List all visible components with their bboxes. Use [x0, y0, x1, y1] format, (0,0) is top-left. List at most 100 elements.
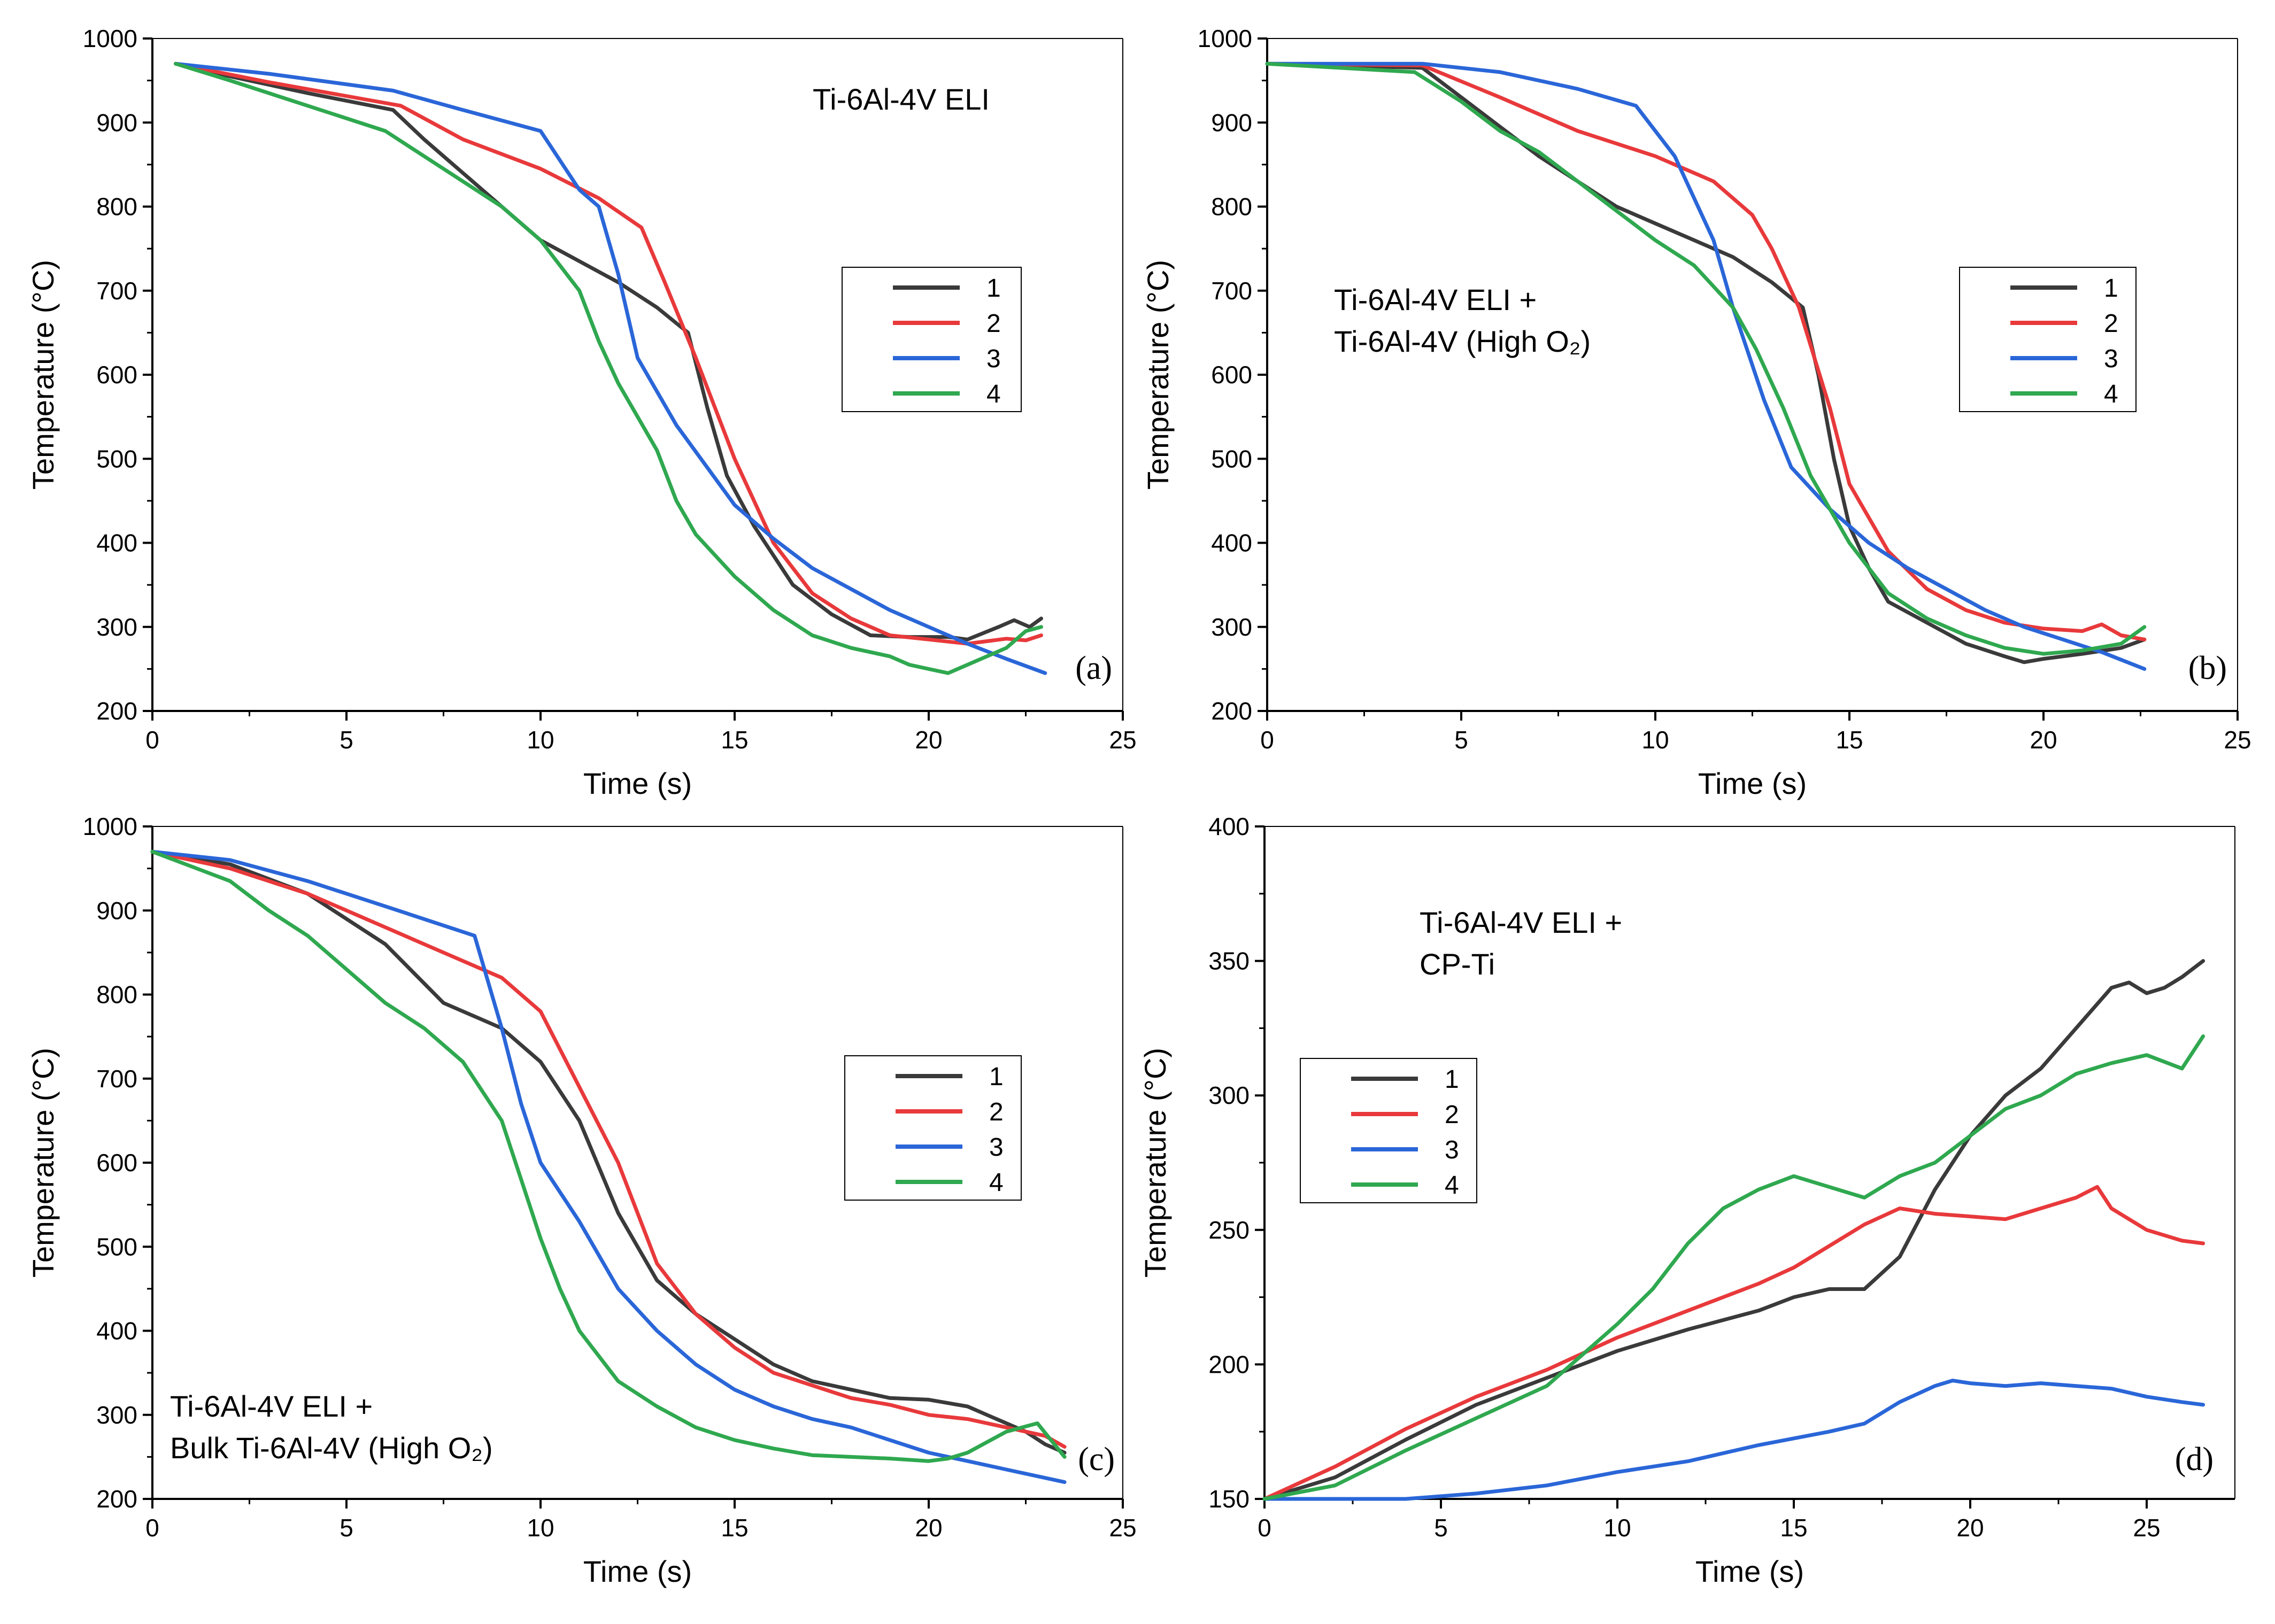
- legend-label-2: 2: [1445, 1101, 1459, 1129]
- legend-label-2: 2: [986, 310, 1001, 338]
- legend-label-1: 1: [989, 1063, 1004, 1091]
- series-line-2: [150, 849, 1067, 1449]
- y-tick-label: 300: [96, 613, 137, 641]
- y-tick-label: 600: [1211, 361, 1252, 389]
- x-tick-label: 25: [2224, 726, 2251, 754]
- legend-label-1: 1: [1445, 1065, 1459, 1094]
- legend-box: [1300, 1058, 1477, 1203]
- series-line-2: [1262, 1185, 2205, 1501]
- x-tick-label: 0: [1258, 1514, 1271, 1542]
- x-tick-label: 5: [1434, 1514, 1448, 1542]
- x-tick-label: 25: [1109, 1514, 1136, 1542]
- annotation-line: Ti-6Al-4V (High O₂): [1334, 324, 1591, 358]
- legend-box: [844, 1055, 1022, 1201]
- legend-label-2: 2: [989, 1098, 1004, 1126]
- y-tick-label: 200: [96, 697, 137, 725]
- legend-label-2: 2: [2104, 310, 2118, 338]
- y-tick-label: 1000: [83, 813, 137, 840]
- x-tick-label: 25: [1109, 726, 1136, 754]
- series-line-1: [174, 61, 1043, 641]
- y-axis-label: Temperature (°C): [26, 1048, 60, 1278]
- x-tick-label: 15: [721, 1514, 748, 1542]
- x-axis-label: Time (s): [583, 767, 692, 800]
- y-tick-label: 500: [1211, 445, 1252, 473]
- y-tick-label: 600: [96, 1149, 137, 1177]
- x-tick-label: 20: [915, 726, 942, 754]
- y-tick-label: 400: [1211, 529, 1252, 557]
- y-tick-label: 400: [96, 1317, 137, 1345]
- y-tick-label: 800: [96, 193, 137, 221]
- legend-label-3: 3: [989, 1133, 1004, 1162]
- x-tick-label: 5: [340, 726, 353, 754]
- x-tick-label: 5: [340, 1514, 353, 1542]
- y-tick-label: 1000: [1198, 25, 1252, 52]
- panel-tag: (b): [2188, 650, 2227, 686]
- annotation-line: Ti-6Al-4V ELI +: [170, 1389, 373, 1423]
- y-tick-label: 300: [1211, 613, 1252, 641]
- y-tick-label: 400: [1208, 813, 1250, 840]
- legend-box: [842, 267, 1022, 412]
- legend-label-3: 3: [2104, 345, 2118, 373]
- chart-panel-d: 0 5 10 15 20 25 150 200 250 300 350 400 Time (s) Temp…: [1138, 813, 2235, 1588]
- x-tick-label: 10: [527, 726, 554, 754]
- y-tick-label: 500: [96, 445, 137, 473]
- series-line-4: [1265, 61, 2147, 656]
- x-tick-label: 25: [2133, 1514, 2160, 1542]
- chart-panel-a: 0 5 10 15 20 25 200 300 400 500 600 700 800 900 1000 Ti…: [26, 25, 1137, 800]
- y-tick-label: 900: [1211, 109, 1252, 136]
- series-line-4: [174, 61, 1043, 675]
- x-tick-label: 15: [1836, 726, 1863, 754]
- y-tick-label: 700: [1211, 277, 1252, 305]
- y-tick-label: 150: [1208, 1485, 1250, 1513]
- y-tick-label: 800: [96, 981, 137, 1009]
- x-tick-label: 10: [1603, 1514, 1631, 1542]
- annotation-line: Ti-6Al-4V ELI +: [1334, 283, 1537, 316]
- legend-label-4: 4: [989, 1169, 1004, 1197]
- chart-panel-c: 0 5 10 15 20 25 200 300 400 500 600 700 800 900 1000 Ti…: [26, 813, 1137, 1588]
- series-line-3: [174, 61, 1047, 675]
- series-line-2: [1265, 61, 2147, 641]
- x-tick-label: 20: [2030, 726, 2057, 754]
- series-line-1: [1262, 959, 2205, 1501]
- y-tick-label: 400: [96, 529, 137, 557]
- y-tick-label: 700: [96, 277, 137, 305]
- legend-label-3: 3: [986, 345, 1001, 373]
- y-tick-label: 1000: [83, 25, 137, 52]
- chart-panel-b: 0 5 10 15 20 25 200 300 400 500 600 700 800 900 1000 Ti…: [1141, 25, 2251, 800]
- x-tick-label: 10: [527, 1514, 554, 1542]
- y-tick-label: 250: [1208, 1216, 1250, 1244]
- series-line-2: [174, 61, 1043, 646]
- legend-label-3: 3: [1445, 1136, 1459, 1164]
- legend-box: [1959, 267, 2137, 412]
- panel-tag: (c): [1078, 1441, 1115, 1478]
- x-tick-label: 10: [1641, 726, 1669, 754]
- y-tick-label: 350: [1208, 947, 1250, 975]
- y-tick-label: 300: [1208, 1081, 1250, 1109]
- y-tick-label: 900: [96, 896, 137, 924]
- x-axis-label: Time (s): [1695, 1555, 1804, 1588]
- legend-label-4: 4: [1445, 1171, 1459, 1200]
- panel-tag: (a): [1075, 650, 1112, 686]
- x-axis-label: Time (s): [583, 1555, 692, 1588]
- y-axis-label: Temperature (°C): [1141, 260, 1175, 490]
- y-axis-label: Temperature (°C): [26, 260, 60, 490]
- series-line-1: [150, 849, 1067, 1455]
- annotation-line: Ti-6Al-4V ELI: [813, 82, 990, 116]
- annotation-line: Ti-6Al-4V ELI +: [1420, 906, 1622, 939]
- x-tick-label: 20: [915, 1514, 942, 1542]
- y-tick-label: 500: [96, 1233, 137, 1260]
- y-tick-label: 900: [96, 109, 137, 136]
- panel-tag: (d): [2175, 1441, 2214, 1478]
- legend-label-1: 1: [986, 274, 1001, 303]
- y-tick-label: 700: [96, 1065, 137, 1093]
- series-line-4: [150, 849, 1067, 1463]
- y-tick-label: 200: [1211, 697, 1252, 725]
- x-tick-label: 15: [721, 726, 748, 754]
- y-tick-label: 200: [1208, 1350, 1250, 1378]
- legend-label-4: 4: [986, 380, 1001, 408]
- x-axis-label: Time (s): [1698, 767, 1807, 800]
- y-tick-label: 300: [96, 1401, 137, 1429]
- legend-label-1: 1: [2104, 274, 2118, 303]
